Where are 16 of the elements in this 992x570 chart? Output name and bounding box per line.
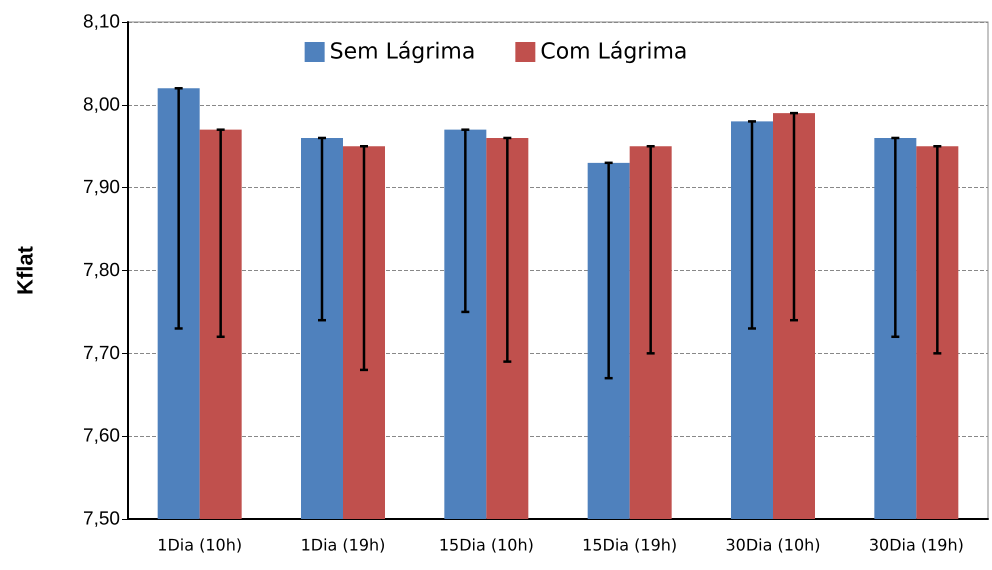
x-tick-label: 15Dia (19h) (582, 536, 678, 554)
y-tick-label: 8,00 (83, 94, 120, 116)
x-tick-label: 15Dia (10h) (438, 536, 534, 554)
x-tick-label: 1Dia (19h) (300, 536, 386, 554)
y-tick-label: 7,50 (83, 508, 120, 530)
y-tick-label: 7,70 (83, 342, 120, 364)
x-tick-label: 30Dia (10h) (726, 536, 820, 554)
legend-label: Com Lágrima (540, 40, 688, 64)
y-tick-label: 7,90 (83, 177, 120, 198)
x-tick-label: 30Dia (19h) (868, 536, 964, 554)
y-tick-label: 8,10 (83, 12, 120, 32)
legend-label: Sem Lágrima (330, 40, 476, 64)
y-axis-title: Kflat (12, 245, 38, 295)
y-tick-label: 7,80 (83, 260, 120, 281)
y-tick-label: 7,60 (83, 426, 120, 447)
x-tick-label: 1Dia (10h) (157, 536, 242, 554)
